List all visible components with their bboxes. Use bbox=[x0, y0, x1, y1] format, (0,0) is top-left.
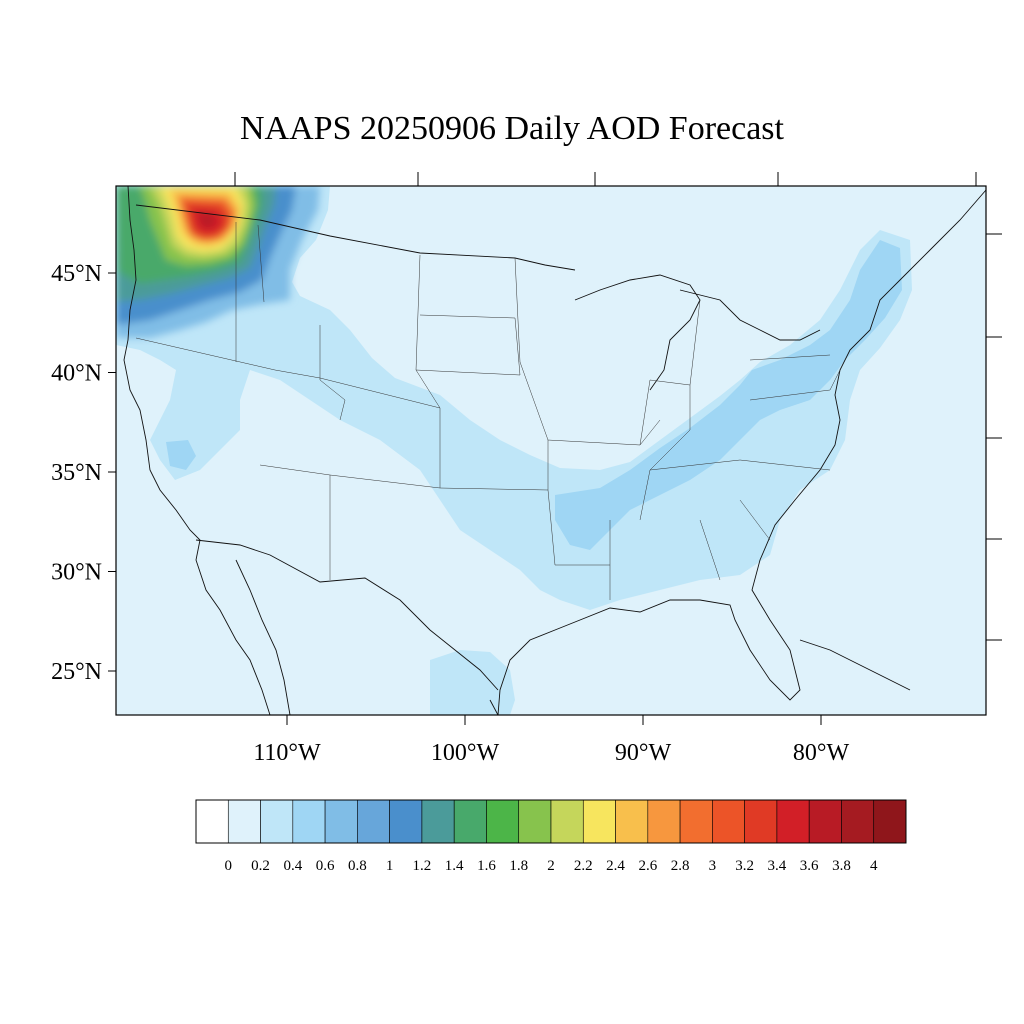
us-mexico-border bbox=[195, 539, 499, 691]
lat-tick-label: 45°N bbox=[51, 261, 102, 287]
colorbar-label: 3.4 bbox=[768, 858, 787, 874]
colorbar-frame bbox=[195, 799, 907, 844]
colorbar-label: 4 bbox=[870, 858, 878, 874]
colorbar-label: 1.8 bbox=[509, 858, 528, 874]
colorbar-swatch bbox=[841, 799, 875, 844]
colorbar-swatch bbox=[776, 799, 810, 844]
colorbar-label: 3.6 bbox=[800, 858, 819, 874]
colorbar-label: 1.6 bbox=[477, 858, 496, 874]
colorbar-swatch bbox=[421, 799, 455, 844]
colorbar-label: 1.4 bbox=[445, 858, 464, 874]
colorbar-label: 0 bbox=[225, 858, 233, 874]
colorbar-label: 2.4 bbox=[606, 858, 625, 874]
colorbar-label: 3.2 bbox=[735, 858, 754, 874]
map-title: NAAPS 20250906 Daily AOD Forecast bbox=[240, 110, 784, 147]
colorbar: 0 0.2 0.4 0.6 0.8 1 1.2 1.4 1.6 1.8 2 2.2 2.4 2.6 2.8 3… bbox=[195, 799, 907, 874]
colorbar-label: 2.6 bbox=[638, 858, 657, 874]
lat-tick-label: 25°N bbox=[51, 659, 102, 685]
colorbar-swatch bbox=[195, 799, 229, 844]
colorbar-label: 1 bbox=[386, 858, 394, 874]
west-coastline bbox=[123, 186, 271, 715]
colorbar-label: 2.8 bbox=[671, 858, 690, 874]
colorbar-swatch bbox=[744, 799, 778, 844]
colorbar-label: 0.6 bbox=[316, 858, 335, 874]
right-axis-ticks bbox=[986, 233, 1002, 641]
map-frame bbox=[115, 185, 987, 716]
colorbar-swatch bbox=[615, 799, 649, 844]
colorbar-label: 0.4 bbox=[283, 858, 302, 874]
lat-tick-label: 30°N bbox=[51, 560, 102, 586]
colorbar-label: 3 bbox=[709, 858, 717, 874]
aod-band-0.2-0.4 bbox=[116, 186, 912, 715]
coastlines-and-borders bbox=[123, 186, 986, 715]
great-lakes bbox=[574, 274, 821, 391]
cuba bbox=[799, 639, 911, 691]
lon-tick-label: 80°W bbox=[793, 740, 850, 766]
us-canada-border bbox=[135, 204, 576, 271]
lon-tick-label: 110°W bbox=[253, 740, 321, 766]
colorbar-swatch bbox=[389, 799, 423, 844]
colorbar-swatch bbox=[712, 799, 745, 844]
top-axis-ticks bbox=[234, 172, 977, 186]
state-borders bbox=[135, 222, 841, 600]
aod-field bbox=[116, 186, 912, 715]
colorbar-label: 0.8 bbox=[348, 858, 367, 874]
east-coastline bbox=[497, 189, 986, 715]
colorbar-swatch bbox=[486, 799, 520, 844]
colorbar-label: 0.2 bbox=[251, 858, 270, 874]
colorbar-swatch bbox=[582, 799, 616, 844]
colorbar-swatch bbox=[292, 799, 326, 844]
colorbar-swatch bbox=[260, 799, 294, 844]
colorbar-label: 1.2 bbox=[413, 858, 432, 874]
lon-tick-label: 90°W bbox=[615, 740, 672, 766]
colorbar-swatch bbox=[227, 799, 261, 844]
longitude-axis: 110°W 100°W 90°W 80°W bbox=[253, 715, 849, 766]
colorbar-swatch bbox=[550, 799, 584, 844]
lat-tick-label: 35°N bbox=[51, 460, 102, 486]
colorbar-swatch bbox=[873, 799, 907, 844]
latitude-axis: 45°N 40°N 35°N 30°N 25°N bbox=[51, 261, 116, 685]
colorbar-label: 2.2 bbox=[574, 858, 593, 874]
colorbar-swatch bbox=[357, 799, 390, 844]
lat-tick-label: 40°N bbox=[51, 361, 102, 387]
colorbar-swatch bbox=[518, 799, 552, 844]
lon-tick-label: 100°W bbox=[431, 740, 500, 766]
colorbar-label: 3.8 bbox=[832, 858, 851, 874]
colorbar-swatch bbox=[679, 799, 713, 844]
colorbar-label: 2 bbox=[547, 858, 555, 874]
colorbar-swatch bbox=[647, 799, 681, 844]
colorbar-swatch bbox=[808, 799, 842, 844]
aod-band-0.4-0.6 bbox=[166, 240, 902, 550]
smoke-plume bbox=[116, 186, 320, 338]
colorbar-swatch bbox=[324, 799, 358, 844]
colorbar-swatch bbox=[453, 799, 487, 844]
